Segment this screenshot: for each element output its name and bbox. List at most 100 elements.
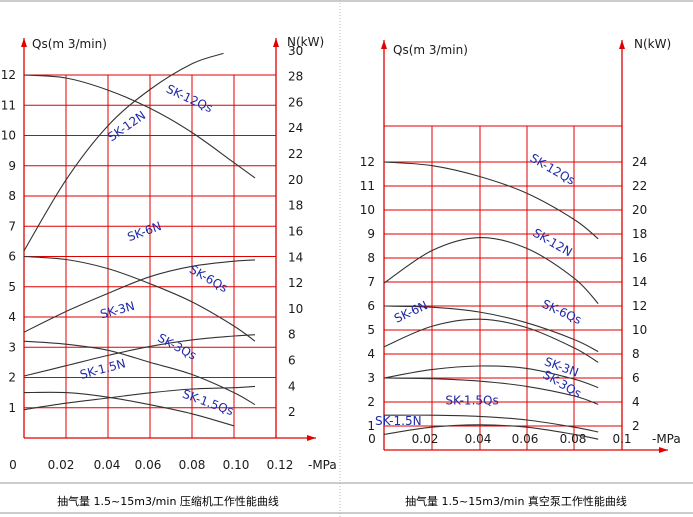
y-right-tick-label: 14 bbox=[632, 275, 647, 289]
y-left-tick-label: 2 bbox=[8, 371, 16, 385]
curve-label: SK-12N bbox=[531, 226, 575, 260]
y-right-tick-label: 20 bbox=[632, 203, 647, 217]
chart-caption: 抽气量 1.5~15m3/min 真空泵工作性能曲线 bbox=[405, 494, 627, 508]
x-tick-label: 0.02 bbox=[412, 432, 439, 446]
y-right-tick-label: 8 bbox=[632, 347, 640, 361]
y-right-tick-label: 2 bbox=[632, 419, 640, 433]
curve-label: SK-1.5N bbox=[78, 356, 127, 382]
y-right-tick-label: 2 bbox=[288, 405, 296, 419]
x-tick-label: 0 bbox=[9, 458, 17, 472]
y-left-tick-label: 1 bbox=[8, 401, 16, 415]
y-right-arrow bbox=[619, 40, 625, 49]
x-axis-title: -MPa bbox=[652, 432, 681, 446]
y-right-tick-label: 6 bbox=[288, 354, 296, 368]
curve-label: SK-12Qs bbox=[164, 82, 215, 116]
curve-sk-6n bbox=[23, 259, 256, 333]
x-axis-title: -MPa bbox=[308, 458, 337, 472]
curve-sk-3qs bbox=[383, 377, 599, 405]
x-tick-label: 0.04 bbox=[465, 432, 492, 446]
y-left-tick-label: 8 bbox=[8, 189, 16, 203]
y-left-tick-label: 5 bbox=[8, 280, 16, 294]
y-right-tick-label: 26 bbox=[288, 95, 303, 109]
y-right-tick-label: 8 bbox=[288, 328, 296, 342]
curve-label: SK-6Qs bbox=[540, 297, 584, 327]
y-right-tick-label: 30 bbox=[288, 44, 303, 58]
y-right-tick-label: 6 bbox=[632, 371, 640, 385]
curve-sk-3n bbox=[383, 365, 599, 389]
y-right-tick-label: 20 bbox=[288, 173, 303, 187]
y-left-tick-label: 2 bbox=[367, 395, 375, 409]
y-left-tick-label: 9 bbox=[367, 227, 375, 241]
y-right-axis-title: N(kW) bbox=[287, 35, 324, 49]
curve-sk-3n bbox=[23, 334, 256, 377]
curve-sk-15n bbox=[23, 385, 256, 411]
y-right-tick-label: 22 bbox=[632, 179, 647, 193]
x-tick-label: 0.06 bbox=[135, 458, 162, 472]
y-left-tick-label: 9 bbox=[8, 159, 16, 173]
x-tick-label: 0.12 bbox=[267, 458, 294, 472]
y-left-tick-label: 10 bbox=[360, 203, 375, 217]
curve-sk-6qs bbox=[383, 305, 599, 353]
curve-sk-12qs bbox=[23, 74, 256, 179]
y-left-tick-label: 3 bbox=[367, 371, 375, 385]
y-right-tick-label: 12 bbox=[632, 299, 647, 313]
x-tick-label: 0.08 bbox=[179, 458, 206, 472]
y-right-tick-label: 18 bbox=[632, 227, 647, 241]
curve-sk-12n bbox=[23, 52, 224, 252]
curve-label: SK-1.5N bbox=[375, 414, 422, 428]
curve-sk-12n bbox=[383, 237, 599, 304]
y-right-tick-label: 24 bbox=[288, 121, 303, 135]
y-right-tick-label: 16 bbox=[632, 251, 647, 265]
y-left-tick-label: 6 bbox=[367, 299, 375, 313]
curve-label: SK-3N bbox=[99, 299, 137, 322]
y-left-tick-label: 7 bbox=[367, 275, 375, 289]
curve-sk-15qs bbox=[383, 414, 599, 433]
y-right-tick-label: 4 bbox=[288, 379, 296, 393]
y-left-tick-label: 7 bbox=[8, 219, 16, 233]
y-left-tick-label: 4 bbox=[8, 310, 16, 324]
y-left-tick-label: 4 bbox=[367, 347, 375, 361]
curve-sk-3qs bbox=[23, 340, 256, 406]
curve-label: SK-6N bbox=[392, 298, 430, 326]
y-right-tick-label: 16 bbox=[288, 224, 303, 238]
y-right-tick-label: 14 bbox=[288, 250, 303, 264]
y-right-tick-label: 24 bbox=[632, 155, 647, 169]
y-right-axis-title: N(kW) bbox=[634, 37, 671, 51]
y-left-tick-label: 12 bbox=[1, 68, 16, 82]
curve-label: SK-6N bbox=[126, 219, 164, 244]
y-right-tick-label: 10 bbox=[632, 323, 647, 337]
curve-sk-12qs bbox=[383, 161, 599, 240]
y-left-tick-label: 8 bbox=[367, 251, 375, 265]
chart-caption: 抽气量 1.5~15m3/min 压缩机工作性能曲线 bbox=[57, 494, 279, 508]
curve-sk-6n bbox=[383, 318, 599, 363]
y-left-arrow bbox=[381, 40, 387, 49]
curve-sk-15qs bbox=[23, 391, 235, 427]
x-tick-label: 0.1 bbox=[612, 432, 631, 446]
x-tick-label: 0 bbox=[368, 432, 376, 446]
y-right-tick-label: 18 bbox=[288, 199, 303, 213]
y-right-tick-label: 10 bbox=[288, 302, 303, 316]
y-left-tick-label: 12 bbox=[360, 155, 375, 169]
y-left-axis-title: Qs(m 3/min) bbox=[393, 43, 468, 57]
x-arrow bbox=[307, 435, 316, 441]
y-right-arrow bbox=[273, 38, 279, 47]
curve-sk-15n bbox=[383, 424, 599, 440]
y-left-tick-label: 11 bbox=[1, 98, 16, 112]
curve-label: SK-1.5Qs bbox=[445, 393, 498, 407]
y-left-tick-label: 10 bbox=[1, 129, 16, 143]
y-left-tick-label: 5 bbox=[367, 323, 375, 337]
y-right-tick-label: 28 bbox=[288, 70, 303, 84]
x-tick-label: 0.02 bbox=[48, 458, 75, 472]
x-tick-label: 0.04 bbox=[94, 458, 121, 472]
x-tick-label: 0.10 bbox=[223, 458, 250, 472]
y-right-tick-label: 12 bbox=[288, 276, 303, 290]
y-left-tick-label: 6 bbox=[8, 250, 16, 264]
y-right-tick-label: 22 bbox=[288, 147, 303, 161]
y-left-tick-label: 3 bbox=[8, 340, 16, 354]
chart-panel-1: Qs(m 3/min) N(kW) -MPa 0 0.02 0.04 0.06 0.08 0.1… bbox=[1, 35, 337, 508]
y-left-tick-label: 11 bbox=[360, 179, 375, 193]
x-tick-label: 0.06 bbox=[512, 432, 539, 446]
curve-label: SK-6Qs bbox=[187, 262, 230, 295]
